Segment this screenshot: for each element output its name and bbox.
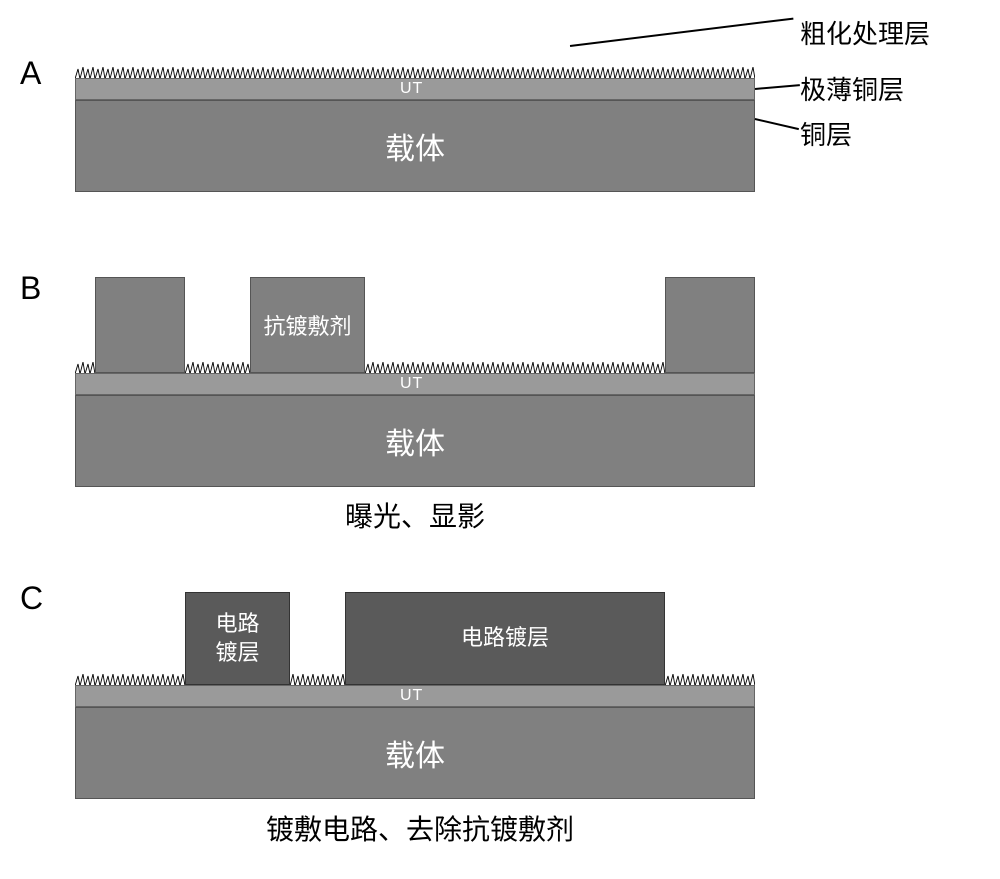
panel-b-resist-2: 抗镀敷剂 — [250, 277, 365, 373]
panel-c-plating-1-text: 电路 镀层 — [215, 610, 259, 667]
panel-c-plating-1: 电路 镀层 — [185, 592, 290, 685]
panel-a-label: A — [20, 55, 41, 92]
panel-b-resist-text: 抗镀敷剂 — [263, 309, 351, 341]
panel-a-rough-surface — [75, 66, 755, 78]
leader-rough — [570, 18, 794, 47]
panel-c-carrier: 载体 — [75, 707, 755, 799]
panel-c-plating-2: 电路镀层 — [345, 592, 665, 685]
panel-c-plating-2-text: 电路镀层 — [461, 624, 549, 653]
panel-b-caption: 曝光、显影 — [310, 495, 520, 535]
panel-a-carrier-text: 载体 — [385, 124, 445, 168]
panel-c-caption: 镀敷电路、去除抗镀敷剂 — [250, 808, 590, 848]
leader-cu — [755, 118, 799, 130]
panel-b-label: B — [20, 270, 41, 307]
panel-c-ut-label: UT — [400, 687, 423, 705]
side-label-rough: 粗化处理层 — [800, 14, 930, 51]
panel-b-ut-label: UT — [400, 375, 423, 393]
side-label-ultrathin: 极薄铜层 — [800, 70, 904, 107]
panel-b-carrier: 载体 — [75, 395, 755, 487]
panel-c-label: C — [20, 580, 43, 617]
panel-a-carrier: 载体 — [75, 100, 755, 192]
panel-b-resist-3 — [665, 277, 755, 373]
panel-b-resist-1 — [95, 277, 185, 373]
side-label-cu: 铜层 — [800, 115, 852, 152]
panel-b-carrier-text: 载体 — [385, 419, 445, 463]
panel-c-carrier-text: 载体 — [385, 731, 445, 775]
leader-ultrathin — [755, 84, 800, 89]
panel-a-ut-label: UT — [400, 80, 423, 98]
